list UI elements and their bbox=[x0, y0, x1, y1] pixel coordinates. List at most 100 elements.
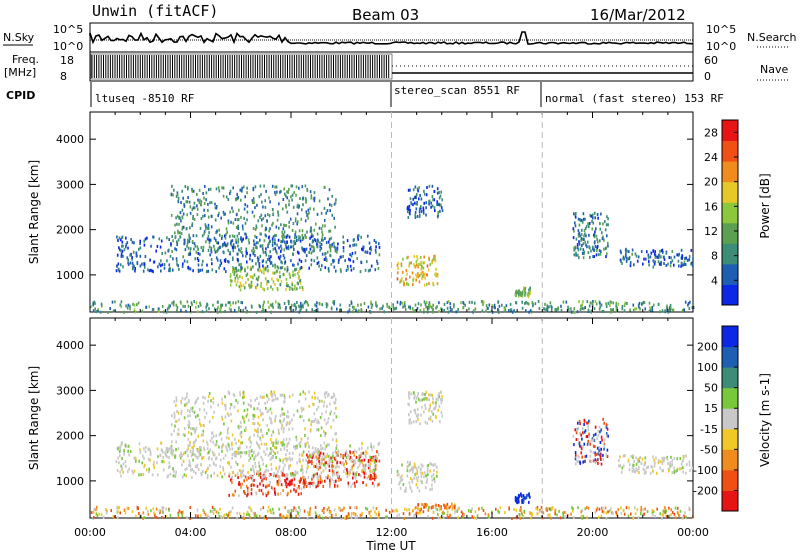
beam-title: Beam 03 bbox=[352, 6, 419, 24]
data-cell bbox=[139, 246, 142, 250]
data-cell bbox=[657, 461, 660, 465]
data-cell bbox=[345, 456, 348, 459]
data-cell bbox=[592, 459, 595, 463]
data-cell bbox=[316, 465, 318, 469]
data-cell bbox=[291, 193, 294, 197]
data-cell bbox=[320, 211, 323, 215]
data-cell bbox=[473, 301, 476, 305]
data-cell bbox=[207, 223, 210, 227]
data-cell bbox=[199, 198, 201, 202]
data-cell bbox=[307, 511, 309, 515]
data-cell bbox=[177, 231, 179, 235]
data-cell bbox=[655, 456, 657, 460]
data-cell bbox=[518, 513, 521, 517]
data-cell bbox=[291, 287, 294, 291]
data-cell bbox=[280, 483, 283, 487]
data-cell bbox=[288, 510, 290, 513]
data-cell bbox=[271, 507, 274, 511]
data-cell bbox=[276, 265, 279, 269]
data-cell bbox=[245, 250, 248, 254]
data-cell bbox=[274, 238, 276, 242]
data-cell bbox=[195, 426, 198, 430]
data-cell bbox=[284, 479, 286, 482]
data-cell bbox=[314, 447, 317, 450]
data-cell bbox=[283, 473, 286, 477]
data-cell bbox=[407, 207, 409, 211]
data-cell bbox=[131, 510, 134, 514]
data-cell bbox=[133, 456, 136, 460]
colorbar-segment bbox=[722, 202, 738, 224]
data-cell bbox=[331, 194, 333, 198]
data-cell bbox=[372, 506, 375, 510]
data-cell bbox=[314, 418, 317, 421]
data-cell bbox=[324, 237, 326, 240]
data-cell bbox=[414, 303, 417, 307]
data-cell bbox=[293, 445, 295, 449]
data-cell bbox=[250, 304, 253, 308]
data-cell bbox=[314, 465, 317, 468]
data-cell bbox=[415, 466, 418, 470]
data-cell bbox=[304, 392, 306, 396]
data-cell bbox=[418, 274, 421, 278]
data-cell bbox=[670, 513, 672, 517]
data-cell bbox=[347, 481, 350, 485]
data-cell bbox=[239, 275, 241, 279]
data-cell bbox=[285, 483, 287, 486]
data-cell bbox=[156, 447, 159, 451]
data-cell bbox=[522, 499, 525, 503]
data-cell bbox=[463, 514, 465, 518]
data-cell bbox=[200, 217, 203, 220]
data-cell bbox=[437, 211, 439, 214]
data-cell bbox=[143, 516, 146, 520]
data-cell bbox=[420, 474, 423, 478]
data-cell bbox=[323, 392, 326, 396]
data-cell bbox=[264, 277, 267, 281]
data-cell bbox=[302, 407, 305, 411]
data-cell bbox=[232, 249, 235, 253]
data-cell bbox=[213, 453, 216, 457]
data-cell bbox=[154, 513, 156, 517]
data-cell bbox=[581, 218, 583, 222]
data-cell bbox=[292, 222, 295, 225]
data-cell bbox=[514, 495, 517, 499]
data-cell bbox=[230, 279, 233, 283]
data-cell bbox=[345, 472, 347, 476]
data-cell bbox=[183, 259, 186, 263]
data-cell bbox=[340, 478, 342, 482]
data-cell bbox=[257, 241, 259, 245]
data-cell bbox=[322, 516, 324, 520]
data-cell bbox=[197, 450, 200, 454]
data-cell bbox=[516, 500, 518, 504]
data-cell bbox=[243, 420, 246, 424]
data-cell bbox=[272, 221, 274, 225]
data-cell bbox=[220, 237, 223, 240]
data-cell bbox=[576, 243, 579, 247]
data-cell bbox=[313, 516, 315, 520]
data-cell bbox=[405, 489, 407, 493]
data-cell bbox=[589, 255, 591, 259]
data-cell bbox=[648, 309, 651, 313]
data-cell bbox=[321, 230, 323, 234]
data-cell bbox=[175, 470, 177, 474]
data-cell bbox=[277, 210, 279, 214]
data-cell bbox=[629, 308, 631, 312]
data-cell bbox=[258, 514, 261, 518]
data-cell bbox=[582, 256, 585, 260]
data-cell bbox=[335, 453, 338, 457]
data-cell bbox=[207, 269, 210, 273]
data-cell bbox=[339, 455, 342, 458]
data-cell bbox=[229, 273, 232, 277]
data-cell bbox=[681, 256, 683, 260]
data-cell bbox=[518, 500, 520, 504]
data-cell bbox=[149, 258, 151, 262]
data-cell bbox=[444, 506, 446, 510]
data-cell bbox=[208, 188, 210, 192]
data-cell bbox=[317, 260, 320, 264]
data-cell bbox=[341, 508, 344, 512]
data-cell bbox=[256, 203, 258, 207]
data-cell bbox=[276, 243, 278, 247]
data-cell bbox=[250, 404, 252, 408]
y-tick-label: 4000 bbox=[56, 133, 84, 146]
data-cell bbox=[578, 223, 581, 227]
data-cell bbox=[141, 262, 143, 266]
